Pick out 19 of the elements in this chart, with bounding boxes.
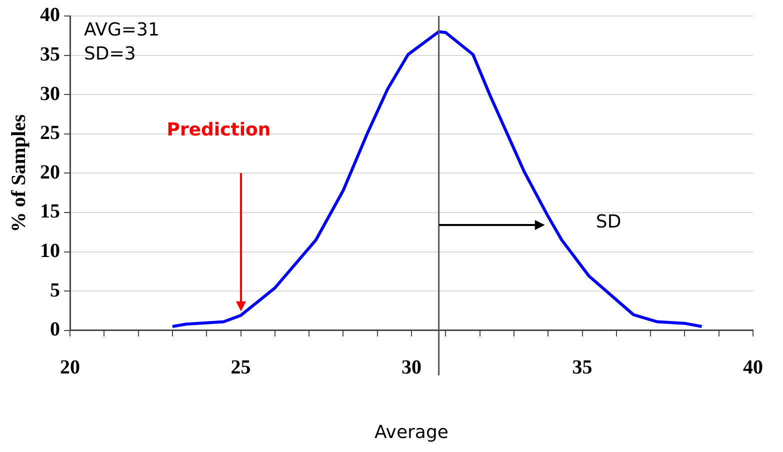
x-tick-label: 30 [402,356,422,379]
y-tick-label: 10 [40,240,60,262]
annotation: SD=3 [84,44,136,65]
y-tick-label: 30 [40,82,60,105]
y-tick-label: 5 [50,279,60,302]
y-axis-title: % of Samples [8,114,30,232]
annotation: SD [596,212,622,233]
y-tick-label: 0 [50,318,60,341]
x-tick-label: 25 [230,356,251,379]
y-tick-label: 20 [40,161,60,184]
x-tick-label: 40 [743,356,763,379]
y-tick-label: 35 [40,43,60,66]
y-tick-label: 40 [40,4,60,26]
y-tick-label: 15 [40,200,60,223]
annotation: Prediction [166,119,271,140]
annotation: AVG=31 [84,20,160,41]
y-tick-label: 25 [40,122,60,144]
x-axis-title: Average [374,422,448,443]
x-tick-label: 35 [572,356,592,379]
